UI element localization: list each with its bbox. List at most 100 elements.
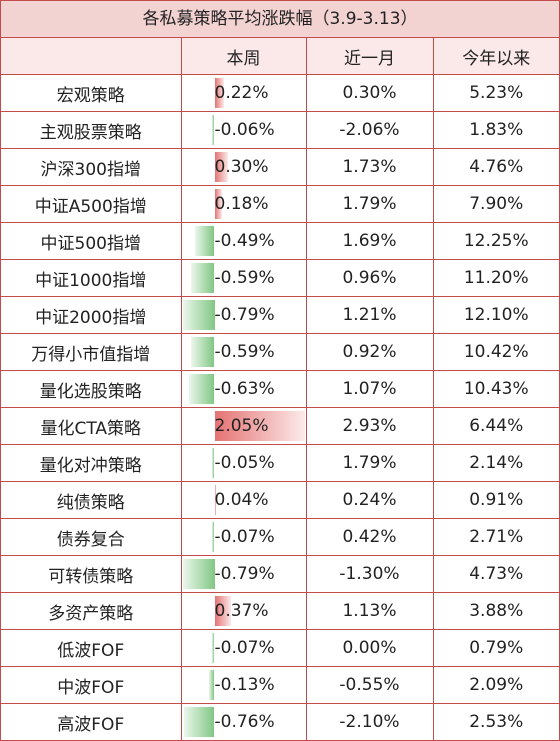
week-return-cell: 2.05% — [181, 407, 307, 445]
week-return-value: 0.18% — [214, 194, 269, 214]
week-return-value: 0.30% — [214, 157, 269, 177]
month-return-value: 0.00% — [306, 629, 434, 667]
strategy-name: 量化选股策略 — [1, 370, 182, 408]
week-return-value: -0.76% — [214, 712, 275, 732]
strategy-name: 纯债策略 — [1, 481, 182, 519]
month-return-value: 0.92% — [306, 333, 434, 371]
table-row: 量化选股策略 -0.63% 1.07% 10.43% — [1, 370, 559, 408]
ytd-return-value: 12.10% — [433, 296, 559, 334]
strategy-name: 中证2000指增 — [1, 296, 182, 334]
ytd-return-value: 10.43% — [433, 370, 559, 408]
ytd-return-value: 2.14% — [433, 444, 559, 482]
week-return-value: 0.04% — [214, 490, 269, 510]
ytd-return-value: 11.20% — [433, 259, 559, 297]
table-row: 宏观策略 0.22% 0.30% 5.23% — [1, 74, 559, 112]
positive-data-bar — [214, 78, 225, 108]
positive-data-bar — [214, 485, 217, 515]
header-month: 近一月 — [306, 38, 434, 75]
table-row: 沪深300指增 0.30% 1.73% 4.76% — [1, 148, 559, 186]
week-return-cell: -0.59% — [181, 259, 307, 297]
ytd-return-value: 12.25% — [433, 222, 559, 260]
strategy-name: 宏观策略 — [1, 74, 182, 112]
week-return-cell: 0.04% — [181, 481, 307, 519]
ytd-return-value: 2.53% — [469, 712, 524, 732]
week-return-value: -0.06% — [214, 120, 275, 140]
strategy-returns-table: 本周 近一月 今年以来 宏观策略 0.22% 0.30% 5.23% 主观股票策略 -0.… — [1, 38, 559, 740]
week-return-cell: -0.79% — [181, 296, 307, 334]
week-return-value: -0.49% — [214, 231, 275, 251]
table-row: 中证2000指增 -0.79% 1.21% 12.10% — [1, 296, 559, 334]
week-return-value: -0.79% — [214, 305, 275, 325]
month-return-value: -0.55% — [306, 666, 434, 704]
table-row: 债券复合 -0.07% 0.42% 2.71% — [1, 518, 559, 556]
month-return-value: 1.13% — [306, 592, 434, 630]
week-return-value: 0.37% — [214, 601, 269, 621]
table-title: 各私募策略平均涨跌幅（3.9-3.13） — [1, 1, 559, 38]
ytd-return-value: 4.73% — [433, 555, 559, 593]
week-return-cell: -0.59% — [181, 333, 307, 371]
month-return-value: 1.07% — [306, 370, 434, 408]
header-week: 本周 — [181, 38, 307, 75]
ytd-return-value: 7.90% — [433, 185, 559, 223]
table-row: 量化CTA策略 2.05% 2.93% 6.44% — [1, 407, 559, 445]
negative-data-bar — [194, 226, 215, 256]
table-row: 中证1000指增 -0.59% 0.96% 11.20% — [1, 259, 559, 297]
ytd-return-value: 5.23% — [433, 74, 559, 112]
strategy-name: 中证1000指增 — [1, 259, 182, 297]
strategy-name: 中证500指增 — [1, 222, 182, 260]
negative-data-bar — [182, 300, 215, 330]
table-row: 量化对冲策略 -0.05% 1.79% 2.14% — [1, 444, 559, 482]
table-row: 主观股票策略 -0.06% -2.06% 1.83% — [1, 111, 559, 149]
week-return-value: -0.07% — [214, 638, 275, 658]
week-return-cell: -0.06% — [181, 111, 307, 149]
ytd-return-value: 2.71% — [433, 518, 559, 556]
negative-data-bar — [211, 633, 215, 663]
month-return-value: -2.10% — [306, 703, 434, 740]
negative-data-bar — [190, 337, 215, 367]
negative-data-bar — [183, 707, 215, 737]
week-return-cell: 0.18% — [181, 185, 307, 223]
month-return-value: 1.69% — [306, 222, 434, 260]
strategy-name: 高波FOF — [1, 703, 182, 740]
strategy-name: 中波FOF — [1, 666, 182, 704]
negative-data-bar — [188, 374, 215, 404]
week-return-cell: -0.05% — [181, 444, 307, 482]
month-return-value: 0.30% — [306, 74, 434, 112]
table-row: 多资产策略 0.37% 1.13% 3.88% — [1, 592, 559, 630]
ytd-return-value: 4.76% — [433, 148, 559, 186]
week-return-value: -0.05% — [214, 453, 275, 473]
month-return-value: 1.79% — [306, 444, 434, 482]
week-return-value: 0.22% — [214, 83, 269, 103]
strategy-name: 低波FOF — [1, 629, 182, 667]
week-return-cell: -0.63% — [181, 370, 307, 408]
negative-data-bar — [209, 670, 215, 700]
ytd-return-value: 1.83% — [433, 111, 559, 149]
month-return-value: 0.24% — [306, 481, 434, 519]
week-return-cell: -0.49% — [181, 222, 307, 260]
table-row: 纯债策略 0.04% 0.24% 0.91% — [1, 481, 559, 519]
table-row: 万得小市值指增 -0.59% 0.92% 10.42% — [1, 333, 559, 371]
month-return-value: 2.93% — [306, 407, 434, 445]
table-row: 中证500指增 -0.49% 1.69% 12.25% — [1, 222, 559, 260]
positive-data-bar — [214, 189, 223, 219]
week-return-value: -0.13% — [214, 675, 275, 695]
negative-data-bar — [212, 115, 215, 145]
month-return-value: 1.73% — [306, 148, 434, 186]
strategy-name: 多资产策略 — [1, 592, 182, 630]
strategy-name: 沪深300指增 — [1, 148, 182, 186]
week-return-value: -0.59% — [214, 268, 275, 288]
table-row: 中证A500指增 0.18% 1.79% 7.90% — [1, 185, 559, 223]
week-return-value: 2.05% — [214, 416, 269, 436]
strategy-name: 中证A500指增 — [1, 185, 182, 223]
week-return-cell: -0.13% — [181, 666, 307, 704]
week-return-cell: 0.37% — [181, 592, 307, 630]
positive-data-bar — [214, 152, 228, 182]
ytd-return-value: 0.79% — [433, 629, 559, 667]
month-return-value: -1.30% — [306, 555, 434, 593]
week-return-value: -0.07% — [214, 527, 275, 547]
header-row: 本周 近一月 今年以来 — [1, 38, 559, 75]
week-return-cell: -0.76% — [181, 703, 307, 740]
header-ytd: 今年以来 — [433, 38, 559, 75]
week-return-cell: -0.07% — [181, 518, 307, 556]
